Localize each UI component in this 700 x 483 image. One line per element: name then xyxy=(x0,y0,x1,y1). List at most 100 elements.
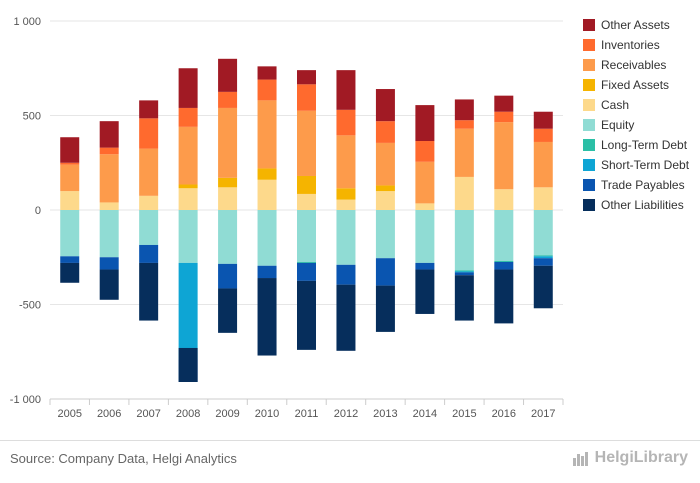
bar-segment-inventories-2013 xyxy=(375,121,395,143)
legend-swatch xyxy=(583,179,595,191)
bar-segment-equity-2015 xyxy=(454,210,474,271)
bar-segment-short-term-debt-2017 xyxy=(533,256,553,259)
bar-segment-trade-payables-2006 xyxy=(99,257,119,270)
bar-segment-other-assets-2009 xyxy=(218,58,238,92)
brand-logo[interactable]: HelgiLibrary xyxy=(572,449,688,467)
bar-segment-receivables-2016 xyxy=(494,122,514,190)
legend-swatch xyxy=(583,59,595,71)
bar-segment-other-assets-2012 xyxy=(336,70,356,110)
bar-segment-cash-2014 xyxy=(415,203,435,210)
bar-segment-cash-2016 xyxy=(494,189,514,210)
bar-segment-equity-2011 xyxy=(297,210,316,262)
bar-segment-other-liabilities-2011 xyxy=(297,280,316,350)
bar-segment-other-liabilities-2017 xyxy=(533,265,553,309)
bar-segment-trade-payables-2012 xyxy=(336,264,356,285)
bar-segment-fixed-assets-2011 xyxy=(297,175,316,194)
bar-segment-receivables-2008 xyxy=(178,126,198,185)
bar-segment-other-assets-2017 xyxy=(533,111,553,129)
axes: 1 000 500 0 -500 -1 000 2005 2006 2007 2008 2009 2… xyxy=(10,16,564,420)
bar-segment-trade-payables-2014 xyxy=(415,262,435,270)
bar-segment-trade-payables-2016 xyxy=(494,261,514,270)
bar-segment-inventories-2010 xyxy=(257,79,277,101)
x-tick-label: 2006 xyxy=(97,408,121,420)
bar-segment-long-term-debt-2017 xyxy=(533,255,553,257)
bar-segment-cash-2015 xyxy=(454,176,474,210)
legend-swatch xyxy=(583,19,595,31)
x-tick-label: 2016 xyxy=(492,408,516,420)
bar-segment-trade-payables-2015 xyxy=(454,272,474,276)
legend-swatch xyxy=(583,79,595,91)
legend-label: Long-Term Debt xyxy=(601,138,688,152)
bar-segment-cash-2012 xyxy=(336,199,356,210)
bar-segment-cash-2013 xyxy=(375,191,395,210)
bar-segment-inventories-2017 xyxy=(533,128,553,142)
bar-segment-trade-payables-2007 xyxy=(139,244,159,263)
y-tick-label: 1 000 xyxy=(13,16,41,28)
bar-segment-receivables-2010 xyxy=(257,100,277,169)
bar-segment-equity-2012 xyxy=(336,210,356,265)
brand-name: HelgiLibrary xyxy=(594,449,688,466)
legend-swatch xyxy=(583,159,595,171)
y-tick-label: 0 xyxy=(35,205,41,217)
x-tick-label: 2009 xyxy=(215,408,239,420)
bar-segment-other-assets-2006 xyxy=(99,121,119,148)
bar-segment-long-term-debt-2016 xyxy=(494,261,514,262)
bar-segment-trade-payables-2017 xyxy=(533,258,553,266)
legend-label: Equity xyxy=(601,118,634,132)
bar-segment-long-term-debt-2011 xyxy=(297,261,316,263)
bar-segment-trade-payables-2009 xyxy=(218,263,238,289)
bar-segment-fixed-assets-2013 xyxy=(375,185,395,192)
legend-label: Trade Payables xyxy=(601,178,685,192)
bar-segment-cash-2009 xyxy=(218,187,238,210)
bar-segment-other-assets-2014 xyxy=(415,105,435,142)
bar-segment-other-assets-2010 xyxy=(257,66,277,80)
x-tick-label: 2011 xyxy=(295,408,319,420)
bar-segment-other-assets-2007 xyxy=(139,100,159,119)
balance-sheet-chart: 1 000 500 0 -500 -1 000 2005 2006 2007 2008 2009 2… xyxy=(10,16,690,420)
legend-swatch xyxy=(583,199,595,211)
legend-swatch xyxy=(583,119,595,131)
bar-segment-other-liabilities-2005 xyxy=(60,262,80,283)
bar-segment-receivables-2006 xyxy=(99,154,119,203)
bar-segment-inventories-2006 xyxy=(99,147,119,155)
bar-segment-receivables-2011 xyxy=(297,110,316,176)
bar-segment-equity-2008 xyxy=(178,210,198,263)
bar-segment-inventories-2011 xyxy=(297,84,316,111)
y-tick-label: 500 xyxy=(23,111,41,123)
bars xyxy=(60,58,553,382)
x-tick-label: 2014 xyxy=(413,408,437,420)
legend: Other Assets Inventories Receivables Fixed … xyxy=(583,18,690,212)
bar-segment-cash-2006 xyxy=(99,202,119,210)
bar-segment-inventories-2009 xyxy=(218,91,238,108)
bar-segment-short-term-debt-2015 xyxy=(454,271,474,273)
bar-segment-other-liabilities-2007 xyxy=(139,262,159,321)
bar-segment-equity-2010 xyxy=(257,210,277,266)
legend-label: Receivables xyxy=(601,58,666,72)
bar-segment-receivables-2007 xyxy=(139,148,159,196)
bar-segment-cash-2011 xyxy=(297,193,316,210)
bar-segment-other-assets-2013 xyxy=(375,89,395,122)
legend-label: Other Liabilities xyxy=(601,198,684,212)
legend-swatch xyxy=(583,99,595,111)
bar-segment-equity-2017 xyxy=(533,210,553,256)
x-tick-label: 2007 xyxy=(136,408,160,420)
bar-segment-equity-2014 xyxy=(415,210,435,263)
bar-segment-receivables-2012 xyxy=(336,135,356,189)
bar-segment-other-assets-2015 xyxy=(454,99,474,121)
legend-swatch xyxy=(583,139,595,151)
source-note: Source: Company Data, Helgi Analytics xyxy=(10,451,237,466)
bar-segment-other-assets-2005 xyxy=(60,137,80,163)
x-tick-label: 2008 xyxy=(176,408,200,420)
bar-segment-cash-2005 xyxy=(60,191,80,210)
legend-label: Cash xyxy=(601,98,629,112)
legend-label: Other Assets xyxy=(601,18,670,32)
bar-segment-receivables-2009 xyxy=(218,107,238,178)
bar-segment-receivables-2014 xyxy=(415,161,435,204)
bar-segment-receivables-2013 xyxy=(375,142,395,186)
x-tick-label: 2017 xyxy=(531,408,555,420)
bar-segment-cash-2008 xyxy=(178,188,198,210)
x-tick-label: 2015 xyxy=(452,408,476,420)
bar-segment-inventories-2015 xyxy=(454,120,474,129)
bar-segment-receivables-2015 xyxy=(454,128,474,177)
bar-segment-receivables-2017 xyxy=(533,141,553,188)
